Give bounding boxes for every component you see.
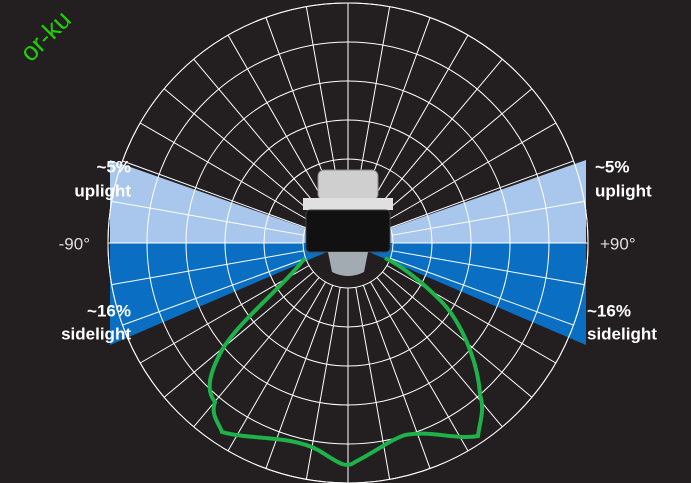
radial-line: [382, 88, 533, 215]
left-uplight-wedge: [110, 160, 348, 243]
radial-line: [382, 271, 533, 398]
left-sidelight-wedge: [110, 243, 348, 345]
radial-line: [392, 250, 585, 286]
radial-line: [386, 265, 557, 364]
right-uplight-wedge: [348, 160, 586, 243]
label: sidelight: [61, 324, 131, 343]
radial-line: [227, 281, 326, 452]
radial-line: [390, 257, 574, 326]
label: uplight: [595, 181, 652, 200]
radial-line: [139, 122, 310, 221]
angle-label: -90°: [59, 234, 90, 253]
radial-line: [355, 6, 391, 199]
fixture-lens: [328, 252, 368, 276]
radial-line: [163, 271, 314, 398]
radial-line: [370, 34, 469, 205]
radial-line: [227, 34, 326, 205]
label: ~16%: [587, 301, 631, 320]
radial-line: [392, 200, 585, 236]
light-wedges: [110, 160, 586, 345]
label: sidelight: [587, 324, 657, 343]
fixture-housing: [317, 169, 379, 201]
radial-line: [193, 58, 320, 209]
radial-line: [370, 281, 469, 452]
label: ~5%: [595, 157, 630, 176]
angle-label: +90°: [600, 234, 636, 253]
radial-line: [390, 160, 574, 229]
label: ~16%: [87, 301, 131, 320]
radial-line: [122, 160, 306, 229]
fixture-heatsink: [305, 209, 391, 253]
label: ~5%: [97, 157, 132, 176]
radial-line: [362, 285, 431, 469]
radial-line: [386, 122, 557, 221]
right-sidelight-wedge: [348, 243, 586, 345]
radial-line: [163, 88, 314, 215]
radial-line: [111, 200, 304, 236]
radial-line: [122, 257, 306, 326]
radial-line: [139, 265, 310, 364]
radial-line: [305, 6, 341, 199]
radial-line: [111, 250, 304, 286]
fixture: [303, 169, 393, 276]
fixture-collar: [303, 198, 393, 210]
radial-line: [376, 58, 503, 209]
distribution-curve: [207, 256, 485, 467]
label: uplight: [74, 181, 131, 200]
